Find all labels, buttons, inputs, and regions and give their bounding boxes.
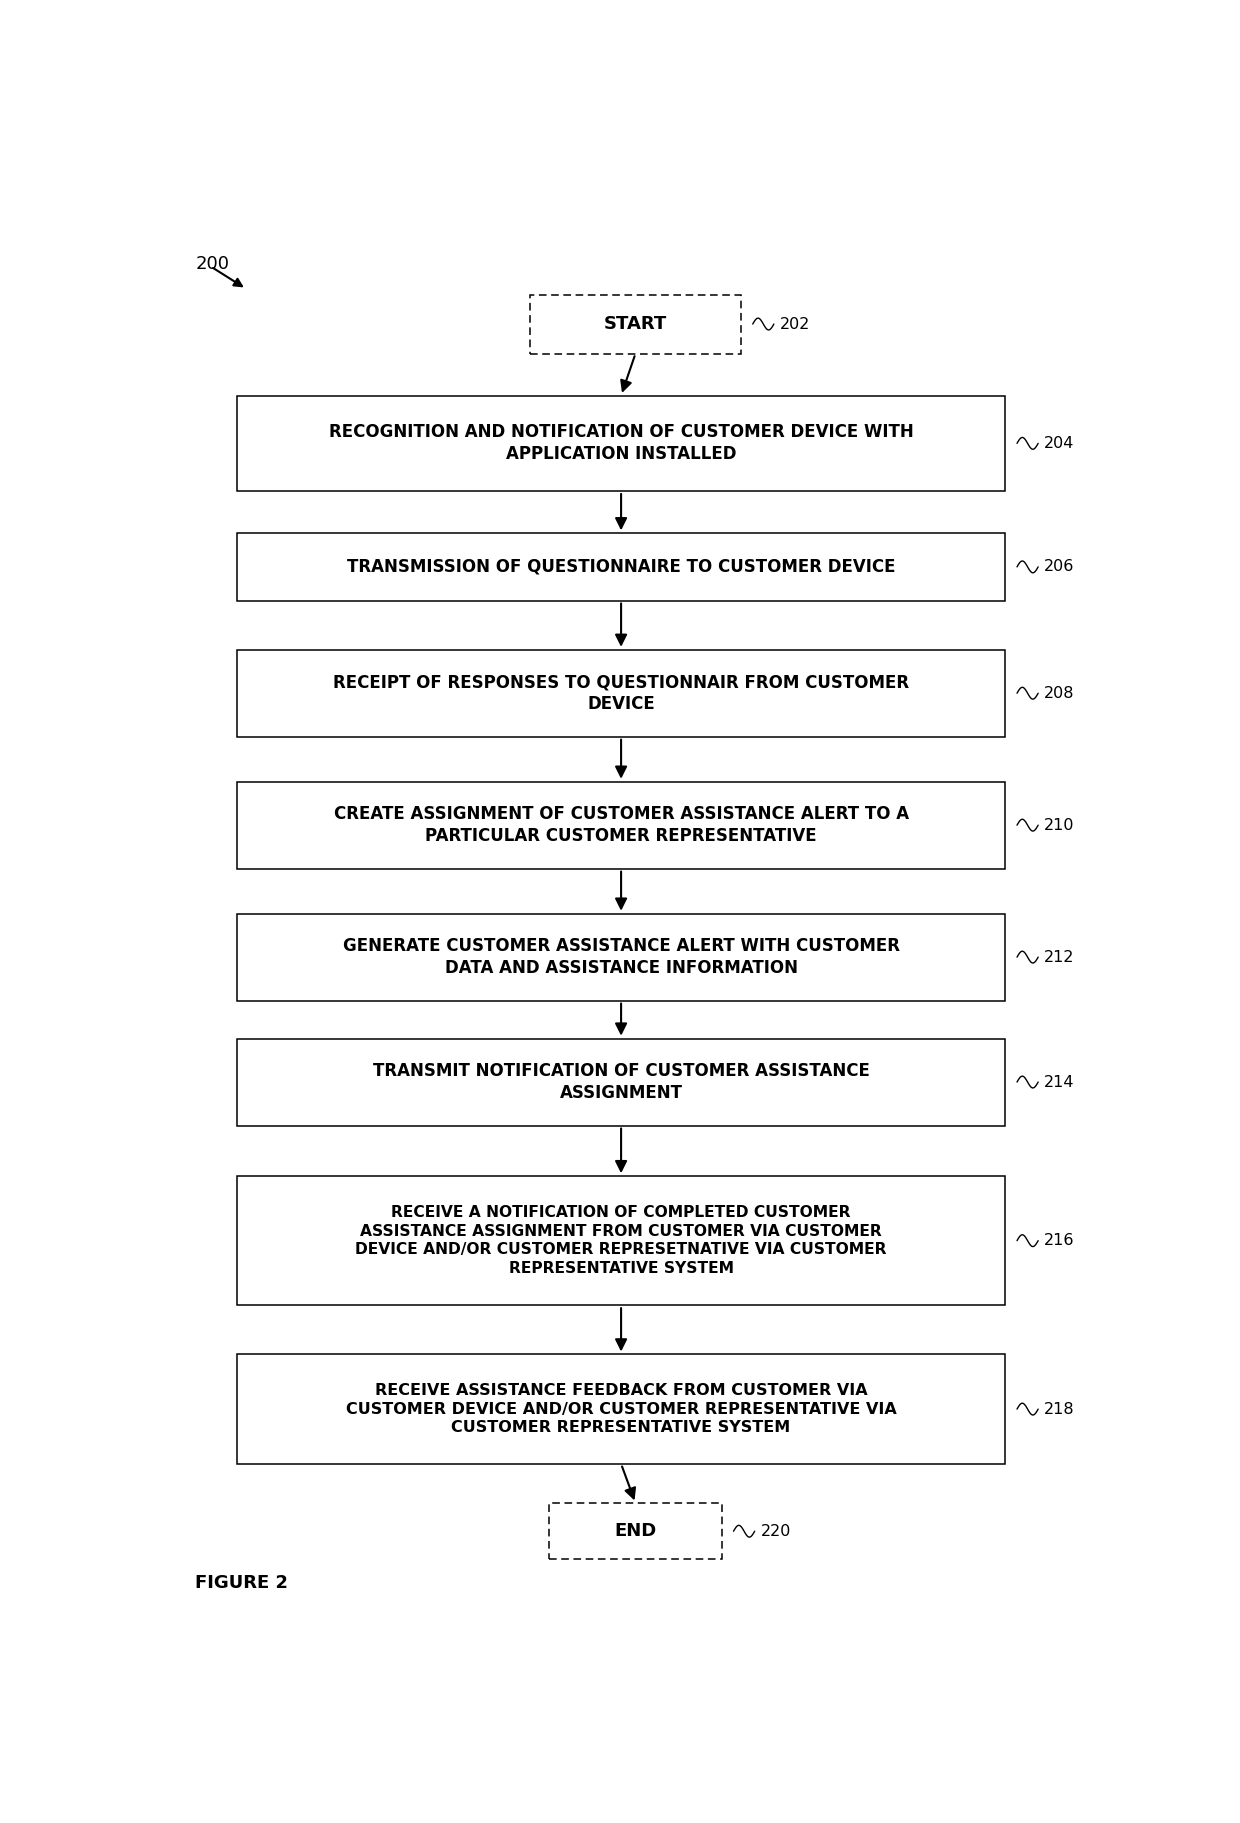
- Text: 200: 200: [196, 255, 229, 273]
- FancyBboxPatch shape: [529, 295, 742, 354]
- Text: 208: 208: [1044, 685, 1074, 700]
- Text: 216: 216: [1044, 1232, 1074, 1249]
- Text: 206: 206: [1044, 560, 1074, 574]
- Text: 214: 214: [1044, 1074, 1074, 1090]
- Text: RECEIPT OF RESPONSES TO QUESTIONNAIR FROM CUSTOMER
DEVICE: RECEIPT OF RESPONSES TO QUESTIONNAIR FRO…: [334, 673, 909, 713]
- Text: CREATE ASSIGNMENT OF CUSTOMER ASSISTANCE ALERT TO A
PARTICULAR CUSTOMER REPRESEN: CREATE ASSIGNMENT OF CUSTOMER ASSISTANCE…: [334, 806, 909, 846]
- Text: 218: 218: [1044, 1402, 1075, 1416]
- FancyBboxPatch shape: [237, 1039, 1006, 1125]
- Text: 220: 220: [760, 1524, 791, 1539]
- Text: 212: 212: [1044, 950, 1074, 964]
- Text: RECEIVE ASSISTANCE FEEDBACK FROM CUSTOMER VIA
CUSTOMER DEVICE AND/OR CUSTOMER RE: RECEIVE ASSISTANCE FEEDBACK FROM CUSTOME…: [346, 1384, 897, 1435]
- FancyBboxPatch shape: [237, 782, 1006, 870]
- FancyBboxPatch shape: [237, 649, 1006, 736]
- Text: FIGURE 2: FIGURE 2: [196, 1573, 289, 1591]
- FancyBboxPatch shape: [237, 396, 1006, 490]
- Text: GENERATE CUSTOMER ASSISTANCE ALERT WITH CUSTOMER
DATA AND ASSISTANCE INFORMATION: GENERATE CUSTOMER ASSISTANCE ALERT WITH …: [342, 937, 899, 977]
- Text: START: START: [604, 315, 667, 334]
- FancyBboxPatch shape: [237, 913, 1006, 1001]
- Text: 202: 202: [780, 317, 810, 332]
- FancyBboxPatch shape: [237, 532, 1006, 600]
- Text: END: END: [614, 1522, 657, 1540]
- Text: TRANSMIT NOTIFICATION OF CUSTOMER ASSISTANCE
ASSIGNMENT: TRANSMIT NOTIFICATION OF CUSTOMER ASSIST…: [373, 1063, 869, 1103]
- FancyBboxPatch shape: [237, 1354, 1006, 1464]
- FancyBboxPatch shape: [549, 1504, 722, 1559]
- Text: TRANSMISSION OF QUESTIONNAIRE TO CUSTOMER DEVICE: TRANSMISSION OF QUESTIONNAIRE TO CUSTOME…: [347, 558, 895, 576]
- Text: 204: 204: [1044, 436, 1074, 450]
- Text: 210: 210: [1044, 819, 1074, 833]
- Text: RECEIVE A NOTIFICATION OF COMPLETED CUSTOMER
ASSISTANCE ASSIGNMENT FROM CUSTOMER: RECEIVE A NOTIFICATION OF COMPLETED CUST…: [356, 1205, 887, 1276]
- FancyBboxPatch shape: [237, 1176, 1006, 1305]
- Text: RECOGNITION AND NOTIFICATION OF CUSTOMER DEVICE WITH
APPLICATION INSTALLED: RECOGNITION AND NOTIFICATION OF CUSTOMER…: [329, 423, 914, 463]
